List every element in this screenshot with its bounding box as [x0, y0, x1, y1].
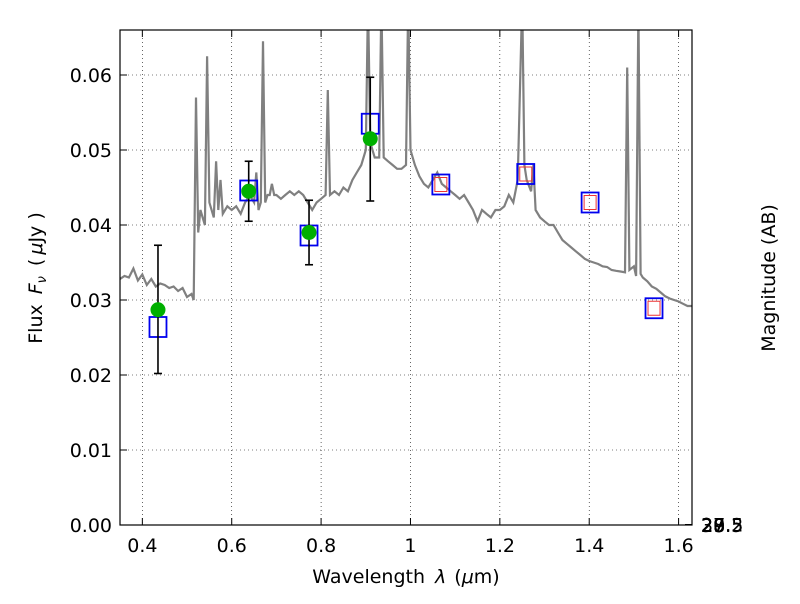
- y2-axis-label: Magnitude (AB): [758, 204, 780, 352]
- y2-tick-label: 28.5: [701, 515, 743, 537]
- y-axis-ticks: 0.00 0.01 0.02 0.03 0.04 0.05 0.06: [70, 65, 127, 537]
- y2-tick-label: 30: [701, 515, 725, 537]
- model-inner-marker: [434, 177, 448, 192]
- y-tick-label: 0.00: [70, 515, 112, 537]
- model-inner-marker: [519, 166, 533, 182]
- model-box-marker: [644, 297, 664, 320]
- model-inner-marker: [583, 195, 597, 210]
- y2-tick-label: 27.2: [701, 515, 743, 537]
- plot-frame: [119, 29, 693, 526]
- y-tick-label: 0.04: [70, 215, 112, 237]
- observed-photometry-points: [150, 76, 378, 375]
- y-tick-label: 0.01: [70, 440, 112, 462]
- x-axis-ticks: 0.4 0.6 0.8 1 1.2 1.4 1.6: [127, 30, 694, 557]
- x-tick-label: 0.4: [127, 535, 157, 557]
- x-tick-label: 0.8: [306, 535, 336, 557]
- observed-point: [241, 183, 257, 199]
- y2-tick-label: 27: [701, 515, 725, 537]
- model-box-marker: [516, 163, 536, 185]
- x-tick-label: 1.4: [574, 535, 604, 557]
- x-tick-label: 1: [404, 535, 416, 557]
- model-inner-marker: [647, 300, 661, 316]
- observed-point: [301, 225, 317, 240]
- x-axis-label: Wavelength λ (μm): [312, 566, 499, 588]
- y-axis-label: FluxFν(μJy ): [25, 212, 50, 344]
- x-tick-label: 1.2: [485, 535, 515, 557]
- y2-tick-label: 28: [701, 515, 725, 537]
- y-tick-label: 0.06: [70, 65, 112, 87]
- y-tick-label: 0.05: [70, 140, 112, 162]
- y2-tick-label: 27.5: [701, 515, 743, 537]
- observed-point: [150, 302, 166, 318]
- x-tick-label: 1.6: [663, 535, 693, 557]
- model-box-marker: [431, 173, 451, 196]
- model-spectrum-line: [120, 30, 692, 308]
- y-tick-label: 0.03: [70, 290, 112, 312]
- observed-point: [362, 131, 378, 147]
- y-tick-label: 0.02: [70, 365, 112, 387]
- x-tick-label: 0.6: [217, 535, 247, 557]
- model-box-marker: [580, 191, 600, 214]
- y2-tick-label: 29: [701, 515, 725, 537]
